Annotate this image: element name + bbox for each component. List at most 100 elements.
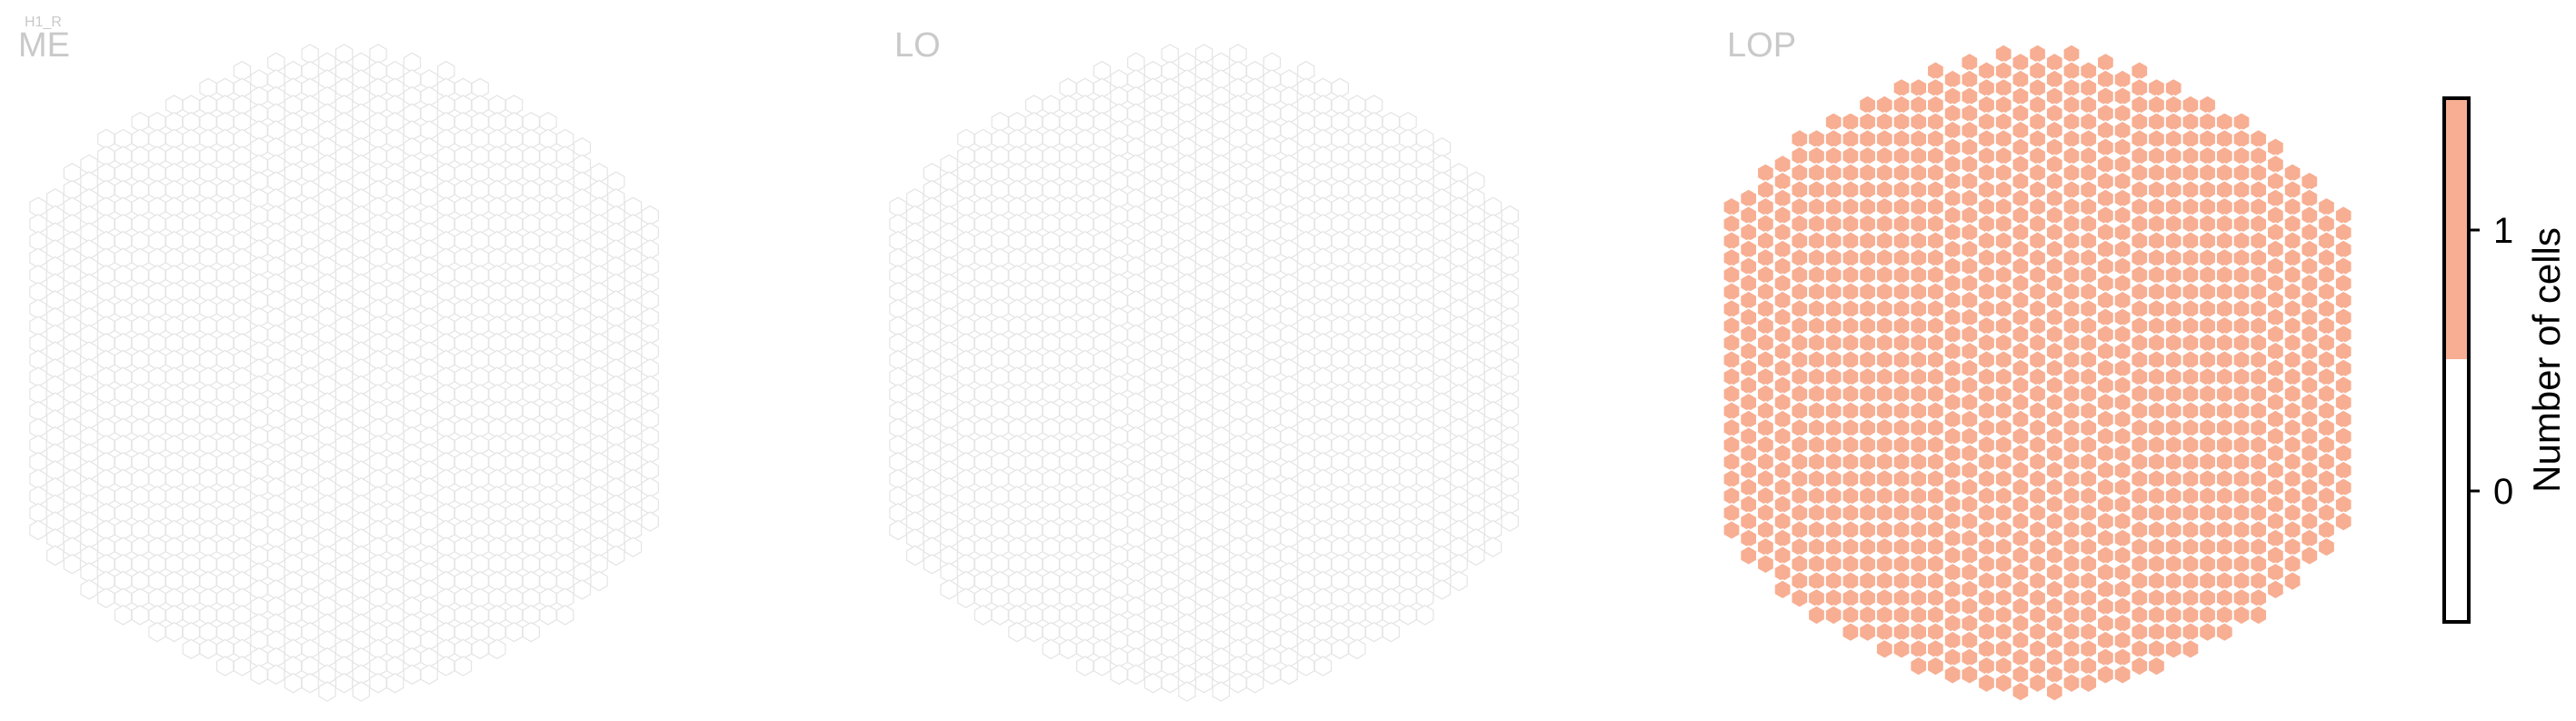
hex-cell	[1008, 519, 1026, 541]
hex-cell	[1161, 60, 1179, 82]
hex-cell	[1093, 503, 1112, 524]
hex-cell	[1093, 366, 1112, 387]
hex-cell	[1364, 587, 1383, 608]
hex-cell	[1024, 349, 1043, 371]
hex-cell	[1331, 77, 1349, 98]
hex-cell	[45, 273, 65, 294]
hex-cell	[1926, 656, 1945, 676]
hex-cell	[555, 400, 574, 422]
hex-cell	[1059, 333, 1077, 354]
hex-cell	[1024, 587, 1043, 608]
hex-cell	[199, 298, 217, 320]
hex-cell	[1143, 554, 1163, 575]
hex-cell	[1245, 554, 1264, 575]
hex-cell	[1178, 222, 1196, 243]
hex-cell	[165, 366, 184, 387]
hex-cell	[1110, 477, 1128, 498]
hex-cell	[1245, 435, 1264, 456]
hex-cell	[1008, 315, 1026, 336]
hex-cell	[889, 435, 907, 456]
hex-cell	[488, 333, 506, 354]
hex-cell	[2266, 579, 2285, 600]
hex-cell	[1178, 85, 1196, 107]
hex-cell	[1297, 145, 1315, 166]
hex-cell	[1382, 400, 1401, 422]
hex-cell	[1331, 196, 1349, 217]
hex-cell	[63, 486, 82, 506]
hex-cell	[454, 282, 473, 303]
hex-cell	[1382, 622, 1401, 643]
hex-cell	[1093, 95, 1112, 115]
hex-cell	[504, 366, 524, 387]
hex-cell	[284, 77, 303, 98]
hex-cell	[488, 196, 506, 217]
hex-cell	[63, 333, 82, 354]
hex-cell	[1280, 205, 1298, 226]
hex-cell	[1415, 366, 1434, 387]
hex-cell	[991, 486, 1009, 506]
hex-cell	[63, 230, 82, 252]
hex-cell	[1127, 273, 1145, 294]
hex-cell	[1194, 230, 1213, 252]
hex-cell	[624, 400, 643, 422]
hex-cell	[216, 247, 235, 268]
hex-cell	[641, 205, 659, 226]
hex-cell	[1024, 503, 1043, 524]
hex-cell	[267, 664, 285, 686]
hex-cell	[1178, 341, 1196, 362]
hex-cell	[182, 179, 200, 201]
hex-cell	[284, 112, 303, 133]
hex-cell	[97, 349, 115, 371]
hex-cell	[504, 163, 524, 184]
hex-cell	[471, 214, 489, 235]
hex-cell	[1382, 554, 1401, 575]
hex-cell	[334, 298, 354, 320]
hex-cell	[991, 333, 1009, 354]
hex-cell	[1178, 103, 1196, 124]
hex-cell	[386, 417, 404, 438]
hex-cell	[1263, 255, 1282, 277]
panel-me: ME	[18, 26, 659, 702]
hex-cell	[334, 400, 354, 422]
hex-cell	[250, 477, 268, 498]
hex-cell	[334, 282, 354, 303]
hex-cell	[386, 112, 404, 133]
hex-cell	[45, 460, 65, 481]
hex-cell	[471, 145, 489, 166]
hex-cell	[1229, 179, 1247, 201]
hex-cell	[1280, 647, 1298, 668]
hex-cell	[1364, 400, 1383, 422]
hex-cell	[1297, 656, 1315, 676]
hex-cell	[1024, 214, 1043, 235]
hex-cell	[539, 349, 557, 371]
hex-cell	[233, 486, 252, 506]
hex-cell	[80, 205, 98, 226]
hex-cell	[1364, 384, 1383, 405]
hex-cell	[1263, 494, 1282, 516]
hex-cell	[250, 222, 268, 243]
hex-cell	[334, 605, 354, 626]
hex-cell	[1110, 409, 1128, 430]
hex-cell	[1297, 587, 1315, 608]
hex-cell	[1127, 545, 1145, 566]
hex-cell	[284, 265, 303, 285]
hex-cell	[1143, 214, 1163, 235]
hex-cell	[590, 435, 608, 456]
hex-cell	[471, 196, 489, 217]
hex-cell	[973, 417, 993, 438]
hex-cell	[454, 315, 473, 336]
hex-cell	[1024, 554, 1043, 575]
hex-cell	[504, 265, 524, 285]
hex-cell	[1024, 384, 1043, 405]
hex-cell	[1093, 298, 1112, 320]
hex-cell	[1348, 315, 1366, 336]
hex-cell	[369, 417, 387, 438]
hex-cell	[1348, 247, 1366, 268]
hex-cell	[573, 562, 592, 583]
hex-cell	[233, 638, 252, 660]
hex-cell	[284, 605, 303, 626]
hex-cell	[1263, 664, 1282, 686]
hex-cell	[1313, 230, 1333, 252]
hex-cell	[369, 128, 387, 150]
hex-cell	[148, 587, 166, 608]
